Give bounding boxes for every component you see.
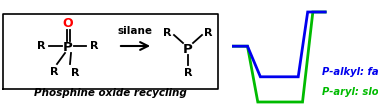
Text: P-aryl: slow: P-aryl: slow <box>322 87 378 97</box>
Text: R: R <box>90 41 99 51</box>
Text: R: R <box>204 28 212 38</box>
Text: R: R <box>37 41 46 51</box>
Text: O: O <box>63 16 73 30</box>
Text: P-alkyl: fast: P-alkyl: fast <box>322 67 378 77</box>
Text: R: R <box>164 28 172 38</box>
Text: P: P <box>63 41 73 54</box>
Text: silane: silane <box>118 26 153 36</box>
Text: P: P <box>183 42 193 56</box>
Text: R: R <box>50 67 58 77</box>
Text: Phosphine oxide recycling: Phosphine oxide recycling <box>34 88 186 98</box>
Text: R: R <box>184 68 192 78</box>
Text: R: R <box>71 68 79 78</box>
